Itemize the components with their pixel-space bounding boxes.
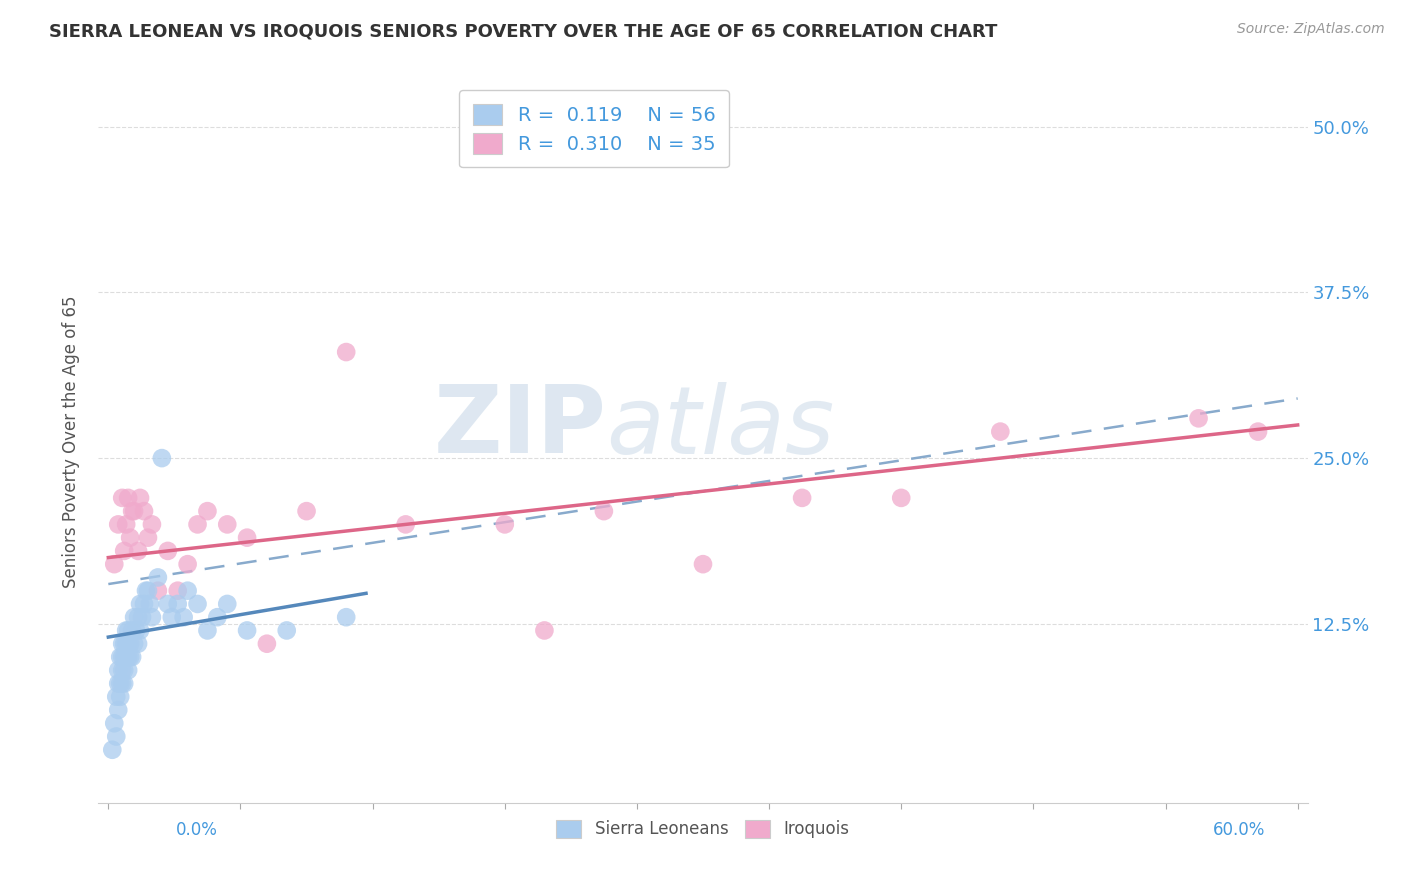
Point — [103, 716, 125, 731]
Point — [111, 650, 134, 665]
Point — [295, 504, 318, 518]
Point — [132, 597, 155, 611]
Point — [1187, 411, 1209, 425]
Point — [790, 491, 813, 505]
Point — [112, 544, 135, 558]
Point — [166, 583, 188, 598]
Point — [141, 517, 163, 532]
Point — [186, 517, 208, 532]
Point — [111, 663, 134, 677]
Text: atlas: atlas — [606, 382, 835, 473]
Point — [129, 491, 152, 505]
Point — [276, 624, 298, 638]
Point — [890, 491, 912, 505]
Point — [236, 624, 259, 638]
Point — [117, 637, 139, 651]
Point — [127, 637, 149, 651]
Point — [117, 491, 139, 505]
Point — [131, 610, 153, 624]
Point — [111, 676, 134, 690]
Point — [197, 624, 219, 638]
Point — [122, 504, 145, 518]
Point — [186, 597, 208, 611]
Point — [112, 676, 135, 690]
Point — [335, 610, 357, 624]
Point — [107, 663, 129, 677]
Point — [110, 676, 132, 690]
Point — [988, 425, 1011, 439]
Point — [120, 637, 142, 651]
Point — [105, 690, 128, 704]
Point — [105, 730, 128, 744]
Point — [129, 597, 152, 611]
Point — [217, 597, 239, 611]
Point — [132, 504, 155, 518]
Point — [111, 637, 134, 651]
Point — [115, 650, 138, 665]
Point — [156, 544, 179, 558]
Point — [127, 544, 149, 558]
Point — [120, 650, 142, 665]
Point — [121, 504, 143, 518]
Point — [107, 703, 129, 717]
Point — [141, 610, 163, 624]
Point — [1247, 425, 1270, 439]
Text: 0.0%: 0.0% — [176, 821, 218, 838]
Point — [127, 610, 149, 624]
Point — [494, 517, 516, 532]
Point — [115, 624, 138, 638]
Point — [112, 637, 135, 651]
Point — [692, 557, 714, 571]
Point — [121, 624, 143, 638]
Text: Source: ZipAtlas.com: Source: ZipAtlas.com — [1237, 22, 1385, 37]
Point — [122, 637, 145, 651]
Point — [120, 531, 142, 545]
Point — [101, 743, 124, 757]
Point — [115, 517, 138, 532]
Point — [533, 624, 555, 638]
Point — [112, 650, 135, 665]
Point — [122, 610, 145, 624]
Point — [166, 597, 188, 611]
Text: ZIP: ZIP — [433, 381, 606, 473]
Point — [395, 517, 418, 532]
Point — [150, 451, 173, 466]
Point — [236, 531, 259, 545]
Text: SIERRA LEONEAN VS IROQUOIS SENIORS POVERTY OVER THE AGE OF 65 CORRELATION CHART: SIERRA LEONEAN VS IROQUOIS SENIORS POVER… — [49, 22, 998, 40]
Point — [160, 610, 183, 624]
Point — [121, 650, 143, 665]
Point — [111, 491, 134, 505]
Point — [207, 610, 229, 624]
Point — [129, 624, 152, 638]
Point — [197, 504, 219, 518]
Point — [117, 650, 139, 665]
Point — [135, 583, 157, 598]
Point — [103, 557, 125, 571]
Point — [593, 504, 616, 518]
Point — [112, 663, 135, 677]
Point — [107, 517, 129, 532]
Point — [136, 531, 159, 545]
Point — [173, 610, 195, 624]
Point — [146, 583, 169, 598]
Point — [176, 583, 198, 598]
Legend: Sierra Leoneans, Iroquois: Sierra Leoneans, Iroquois — [550, 813, 856, 845]
Point — [136, 583, 159, 598]
Point — [110, 650, 132, 665]
Point — [115, 637, 138, 651]
Y-axis label: Seniors Poverty Over the Age of 65: Seniors Poverty Over the Age of 65 — [62, 295, 80, 588]
Point — [125, 624, 148, 638]
Point — [107, 676, 129, 690]
Text: 60.0%: 60.0% — [1213, 821, 1265, 838]
Point — [156, 597, 179, 611]
Point — [176, 557, 198, 571]
Point — [117, 663, 139, 677]
Point — [117, 624, 139, 638]
Point — [139, 597, 162, 611]
Point — [256, 637, 278, 651]
Point — [110, 690, 132, 704]
Point — [217, 517, 239, 532]
Point — [335, 345, 357, 359]
Point — [146, 570, 169, 584]
